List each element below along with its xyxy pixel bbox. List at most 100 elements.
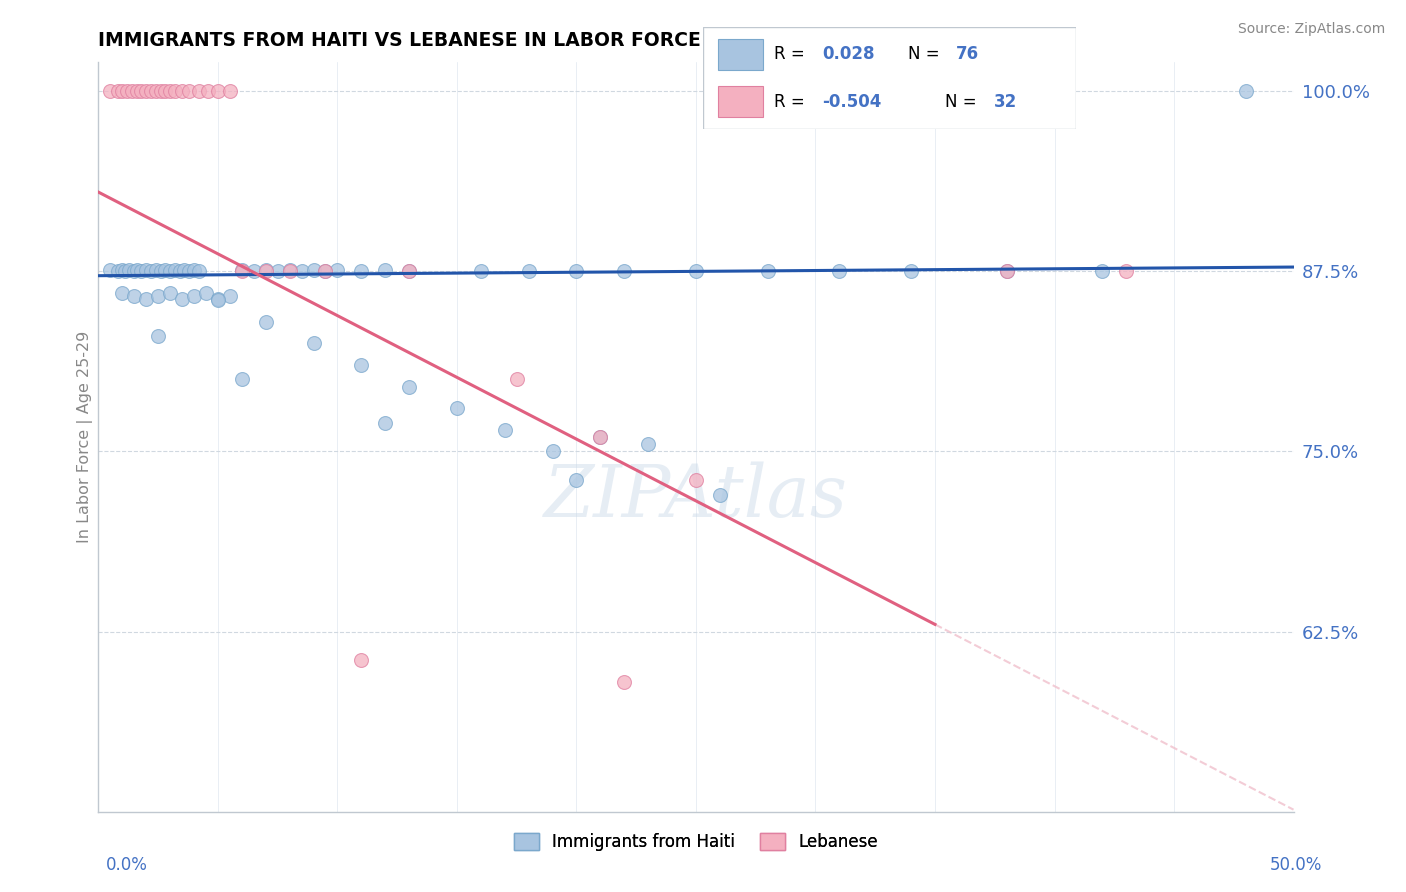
Point — [139, 84, 162, 98]
Point — [565, 264, 588, 278]
Point — [470, 264, 492, 278]
Point — [374, 263, 396, 277]
Text: R =: R = — [773, 45, 810, 63]
Point — [159, 264, 181, 278]
Point — [219, 289, 242, 303]
Point — [131, 84, 153, 98]
Point — [506, 372, 529, 386]
Point — [398, 379, 420, 393]
Point — [107, 264, 129, 278]
Point — [231, 263, 253, 277]
Point — [517, 264, 540, 278]
Point — [1115, 264, 1137, 278]
Text: 50.0%: 50.0% — [1270, 855, 1322, 873]
Point — [685, 473, 707, 487]
Text: 0.0%: 0.0% — [105, 855, 148, 873]
Point — [374, 416, 396, 430]
Point — [149, 264, 172, 278]
Text: 0.028: 0.028 — [823, 45, 875, 63]
FancyBboxPatch shape — [703, 27, 1076, 129]
Point — [183, 289, 205, 303]
Point — [98, 84, 122, 98]
Point — [756, 264, 779, 278]
Point — [148, 329, 170, 343]
Point — [315, 264, 337, 278]
Point — [398, 264, 420, 278]
Point — [541, 444, 564, 458]
Point — [135, 263, 157, 277]
Point — [111, 84, 134, 98]
Point — [637, 437, 659, 451]
Text: N =: N = — [908, 45, 945, 63]
Point — [267, 264, 290, 278]
Point — [131, 264, 153, 278]
Text: N =: N = — [945, 93, 981, 111]
Point — [219, 84, 242, 98]
FancyBboxPatch shape — [718, 87, 762, 117]
Point — [135, 84, 157, 98]
Point — [121, 84, 143, 98]
Point — [207, 84, 229, 98]
Point — [231, 264, 253, 278]
Point — [155, 84, 177, 98]
Y-axis label: In Labor Force | Age 25-29: In Labor Force | Age 25-29 — [76, 331, 93, 543]
Point — [254, 263, 277, 277]
Point — [350, 358, 373, 372]
Point — [187, 264, 209, 278]
Text: 32: 32 — [994, 93, 1017, 111]
Point — [125, 263, 148, 277]
Point — [1091, 264, 1114, 278]
Point — [111, 263, 134, 277]
Point — [278, 264, 301, 278]
Point — [163, 263, 186, 277]
Point — [124, 264, 146, 278]
Point — [179, 264, 201, 278]
Point — [163, 84, 186, 98]
Point — [145, 263, 167, 277]
Point — [254, 315, 277, 329]
Point — [114, 264, 136, 278]
Legend: Immigrants from Haiti, Lebanese: Immigrants from Haiti, Lebanese — [508, 826, 884, 857]
Point — [589, 430, 612, 444]
Point — [139, 264, 162, 278]
Point — [315, 264, 337, 278]
Point — [173, 263, 195, 277]
Point — [231, 372, 253, 386]
Point — [155, 263, 177, 277]
Point — [115, 84, 138, 98]
Point — [183, 263, 205, 277]
Point — [159, 285, 181, 300]
Point — [1234, 84, 1257, 98]
Point — [278, 263, 301, 277]
Point — [243, 264, 266, 278]
Point — [828, 264, 851, 278]
Point — [124, 289, 146, 303]
Point — [197, 84, 219, 98]
Point — [145, 84, 167, 98]
Point — [995, 264, 1018, 278]
Text: ZIPAtlas: ZIPAtlas — [544, 462, 848, 533]
Point — [107, 84, 129, 98]
Point — [565, 473, 588, 487]
Point — [302, 263, 325, 277]
Point — [148, 289, 170, 303]
Point — [149, 84, 172, 98]
Point — [125, 84, 148, 98]
Point — [589, 430, 612, 444]
Point — [172, 292, 194, 306]
Point — [900, 264, 922, 278]
Point — [613, 675, 636, 690]
Point — [195, 285, 218, 300]
Text: IMMIGRANTS FROM HAITI VS LEBANESE IN LABOR FORCE | AGE 25-29 CORRELATION CHART: IMMIGRANTS FROM HAITI VS LEBANESE IN LAB… — [98, 30, 1062, 51]
Point — [254, 264, 277, 278]
Text: 76: 76 — [956, 45, 980, 63]
Point — [207, 292, 229, 306]
Point — [446, 401, 468, 416]
Point — [169, 264, 191, 278]
Point — [494, 423, 516, 437]
Point — [98, 263, 122, 277]
Point — [159, 84, 181, 98]
Point — [709, 488, 731, 502]
Point — [995, 264, 1018, 278]
Point — [350, 264, 373, 278]
